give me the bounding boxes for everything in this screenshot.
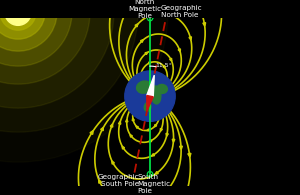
Polygon shape xyxy=(219,5,223,8)
Polygon shape xyxy=(152,154,154,156)
Polygon shape xyxy=(172,139,175,142)
Polygon shape xyxy=(130,135,132,137)
Text: 11.5°: 11.5° xyxy=(155,63,172,68)
Circle shape xyxy=(0,0,114,108)
Ellipse shape xyxy=(136,81,152,93)
Polygon shape xyxy=(147,129,149,131)
Polygon shape xyxy=(126,119,128,122)
Circle shape xyxy=(0,0,138,132)
Polygon shape xyxy=(147,75,154,97)
Polygon shape xyxy=(118,121,121,124)
Circle shape xyxy=(125,71,175,121)
Polygon shape xyxy=(154,124,157,127)
Polygon shape xyxy=(132,118,134,121)
Polygon shape xyxy=(148,62,151,64)
Polygon shape xyxy=(147,96,153,111)
Polygon shape xyxy=(122,146,124,149)
Polygon shape xyxy=(178,49,180,52)
Circle shape xyxy=(5,0,31,25)
Polygon shape xyxy=(128,5,130,8)
Ellipse shape xyxy=(144,103,151,111)
Polygon shape xyxy=(99,180,101,183)
Polygon shape xyxy=(160,194,163,195)
Circle shape xyxy=(0,0,57,51)
Polygon shape xyxy=(140,40,143,43)
Polygon shape xyxy=(110,124,113,127)
Polygon shape xyxy=(169,58,172,61)
Polygon shape xyxy=(112,161,114,164)
Circle shape xyxy=(0,0,45,39)
Polygon shape xyxy=(160,129,162,131)
Polygon shape xyxy=(149,139,152,142)
Circle shape xyxy=(0,0,36,30)
Polygon shape xyxy=(155,171,158,174)
Polygon shape xyxy=(166,133,168,136)
Polygon shape xyxy=(90,131,93,134)
Circle shape xyxy=(0,0,72,66)
Text: Geographic
North Pole: Geographic North Pole xyxy=(161,5,202,18)
Polygon shape xyxy=(189,37,191,40)
Polygon shape xyxy=(100,127,103,131)
Ellipse shape xyxy=(151,86,161,104)
Polygon shape xyxy=(179,146,182,149)
Circle shape xyxy=(0,0,90,84)
Polygon shape xyxy=(135,24,138,27)
Polygon shape xyxy=(163,66,165,68)
Polygon shape xyxy=(145,52,148,55)
Polygon shape xyxy=(136,126,138,129)
Text: North
Magnetic
Pole: North Magnetic Pole xyxy=(128,0,161,19)
Ellipse shape xyxy=(157,84,167,93)
Text: South
Magnetic
Pole: South Magnetic Pole xyxy=(137,174,171,194)
Polygon shape xyxy=(188,153,191,157)
Polygon shape xyxy=(203,23,206,26)
Text: Geographic
South Pole: Geographic South Pole xyxy=(98,174,139,187)
